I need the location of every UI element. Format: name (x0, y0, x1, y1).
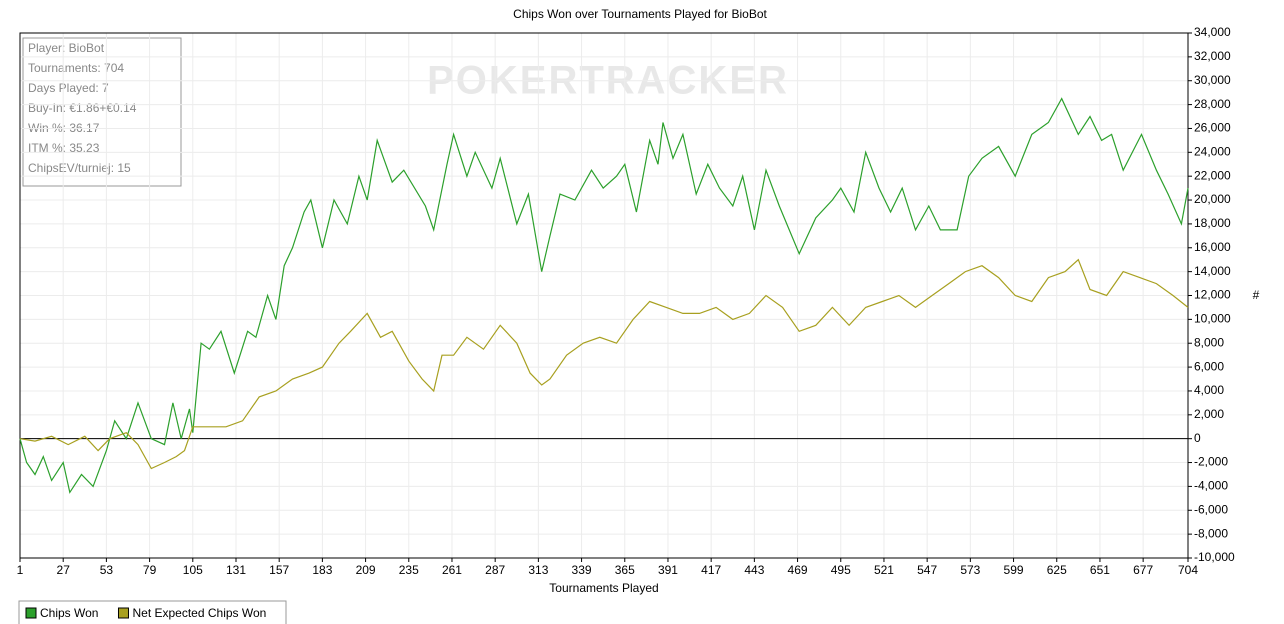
y-tick-label: 6,000 (1194, 359, 1224, 373)
chart-title: Chips Won over Tournaments Played for Bi… (513, 7, 767, 21)
x-tick-label: 209 (356, 563, 376, 577)
y-tick-label: 20,000 (1194, 192, 1231, 206)
x-tick-label: 547 (917, 563, 937, 577)
info-box (22, 37, 182, 187)
y-tick-label: 16,000 (1194, 240, 1231, 254)
x-tick-label: 573 (960, 563, 980, 577)
y-tick-label: 32,000 (1194, 49, 1231, 63)
info-line: ChipsEV/turniej: 15 (28, 161, 131, 175)
y-tick-label: 2,000 (1194, 407, 1224, 421)
x-tick-label: 261 (442, 563, 462, 577)
y-tick-label: 28,000 (1194, 97, 1231, 111)
x-tick-label: 391 (658, 563, 678, 577)
x-tick-label: 235 (399, 563, 419, 577)
x-tick-label: 704 (1178, 563, 1198, 577)
legend-box (18, 600, 287, 624)
x-tick-label: 79 (143, 563, 157, 577)
x-tick-label: 131 (226, 563, 246, 577)
x-tick-label: 625 (1047, 563, 1067, 577)
series-line (19, 97, 1189, 494)
x-tick-label: 313 (528, 563, 548, 577)
y-tick-label: 14,000 (1194, 264, 1231, 278)
y-tick-label: 34,000 (1194, 25, 1231, 39)
x-tick-label: 469 (788, 563, 808, 577)
y-tick-label: -4,000 (1194, 479, 1228, 493)
y-tick-label: 12,000 (1194, 288, 1231, 302)
x-tick-label: 287 (485, 563, 505, 577)
x-tick-label: 365 (615, 563, 635, 577)
info-line: Buy-In: €1.86+€0.14 (28, 101, 137, 115)
y-tick-label: 4,000 (1194, 383, 1224, 397)
info-line: ITM %: 35.23 (28, 141, 100, 155)
series-line (19, 258, 1189, 470)
x-tick-label: 651 (1090, 563, 1110, 577)
x-axis-label: Tournaments Played (549, 581, 658, 595)
legend-swatch (117, 607, 129, 619)
x-tick-label: 443 (744, 563, 764, 577)
y-tick-label: -10,000 (1194, 550, 1235, 564)
legend-label: Chips Won (40, 606, 98, 620)
x-tick-label: 417 (701, 563, 721, 577)
y-tick-label: 24,000 (1194, 144, 1231, 158)
y-axis-label: # (1253, 288, 1260, 302)
x-tick-label: 183 (312, 563, 332, 577)
x-tick-label: 27 (57, 563, 71, 577)
x-tick-label: 495 (831, 563, 851, 577)
info-line: Tournaments: 704 (28, 61, 124, 75)
y-tick-label: -2,000 (1194, 455, 1228, 469)
x-tick-label: 53 (100, 563, 114, 577)
x-tick-label: 1 (17, 563, 24, 577)
x-tick-label: 599 (1004, 563, 1024, 577)
y-tick-label: -8,000 (1194, 526, 1228, 540)
y-tick-label: 0 (1194, 431, 1201, 445)
x-tick-label: 157 (269, 563, 289, 577)
x-tick-label: 105 (183, 563, 203, 577)
y-tick-label: 22,000 (1194, 168, 1231, 182)
x-tick-label: 677 (1133, 563, 1153, 577)
legend-label: Net Expected Chips Won (132, 606, 266, 620)
y-tick-label: 26,000 (1194, 121, 1231, 135)
info-line: Player: BioBot (28, 41, 105, 55)
y-tick-label: 18,000 (1194, 216, 1231, 230)
legend-swatch (25, 607, 37, 619)
plot-frame (19, 32, 1189, 559)
x-tick-label: 339 (572, 563, 592, 577)
x-tick-label: 521 (874, 563, 894, 577)
info-line: Days Played: 7 (28, 81, 109, 95)
y-tick-label: -6,000 (1194, 502, 1228, 516)
y-tick-label: 30,000 (1194, 73, 1231, 87)
y-tick-label: 8,000 (1194, 335, 1224, 349)
y-tick-label: 10,000 (1194, 312, 1231, 326)
